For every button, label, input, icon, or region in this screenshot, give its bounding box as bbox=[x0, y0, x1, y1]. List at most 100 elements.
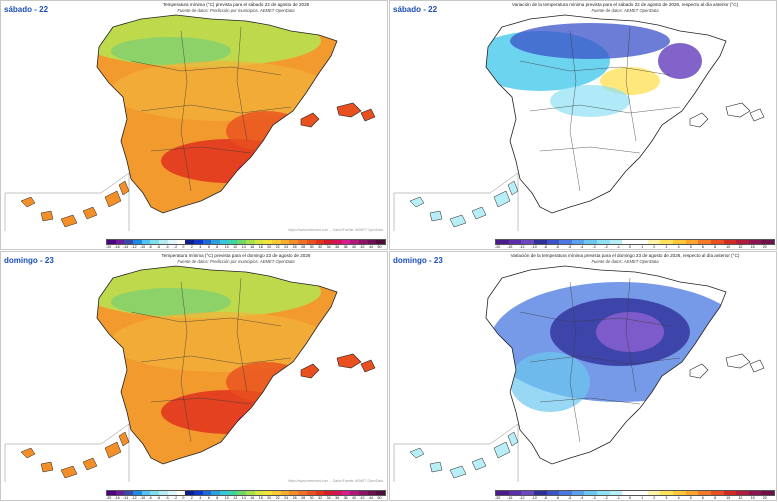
legend-swatch bbox=[584, 240, 598, 244]
legend-tick-label: 44 bbox=[369, 496, 374, 500]
legend-tick-label: 34 bbox=[326, 245, 331, 249]
legend-swatch bbox=[341, 240, 351, 244]
province-border bbox=[236, 26, 248, 142]
balearic-island bbox=[300, 363, 320, 379]
legend-swatch bbox=[272, 491, 281, 495]
balearic-island bbox=[725, 102, 751, 118]
legend-tick-label: -8 bbox=[543, 496, 547, 500]
canary-island bbox=[60, 214, 78, 228]
legend-tick-label: 2 bbox=[653, 496, 656, 500]
legend-tick-label: 1 bbox=[641, 496, 644, 500]
legend-swatch bbox=[761, 240, 775, 244]
cooling-strong bbox=[596, 312, 664, 352]
province-border bbox=[519, 60, 671, 76]
legend-swatch bbox=[228, 240, 238, 244]
legend-swatch bbox=[246, 491, 255, 495]
canary-island bbox=[40, 210, 54, 222]
legend-swatch bbox=[660, 491, 673, 495]
canary-island bbox=[471, 457, 487, 471]
legend-tick-label: 8 bbox=[216, 245, 219, 249]
legend-swatch bbox=[546, 491, 560, 495]
legend-tick-label: 15 bbox=[750, 245, 755, 249]
legend-tick-label: 6 bbox=[701, 245, 704, 249]
canary-island bbox=[104, 190, 122, 208]
legend-tick-label: 4 bbox=[677, 496, 680, 500]
canary-island bbox=[82, 457, 98, 471]
legend-swatch bbox=[647, 491, 661, 495]
legend-tick-label: 10 bbox=[726, 496, 731, 500]
province-border bbox=[529, 355, 681, 365]
legend-tick-label: -3 bbox=[592, 245, 596, 249]
legend-tick-label: 3 bbox=[665, 245, 668, 249]
canary-inset-frame bbox=[4, 423, 130, 482]
legend-tick-label: -15 bbox=[507, 496, 513, 500]
legend-swatch bbox=[193, 240, 203, 244]
coastline bbox=[485, 14, 727, 214]
legend-swatch bbox=[736, 491, 749, 495]
legend-swatch bbox=[609, 240, 623, 244]
legend-tick-label: 6 bbox=[207, 496, 210, 500]
credit-text: https://www.meteored.com ... Datos/Fuent… bbox=[288, 228, 383, 232]
balearic-island bbox=[336, 353, 362, 369]
legend-swatch bbox=[150, 491, 160, 495]
mild-interior bbox=[111, 61, 331, 121]
legend-tick-label: 30 bbox=[309, 245, 314, 249]
legend-tick-label: 50 bbox=[377, 496, 382, 500]
warming-ebro bbox=[600, 67, 660, 95]
legend-swatch bbox=[115, 240, 125, 244]
legend-swatch bbox=[133, 491, 142, 495]
canary-island bbox=[429, 210, 443, 222]
canary-island bbox=[20, 447, 36, 459]
legend-tick-label: 26 bbox=[292, 245, 297, 249]
legend-swatch bbox=[761, 491, 775, 495]
legend-swatch bbox=[496, 491, 509, 495]
hot-spot bbox=[237, 163, 265, 179]
day-label: domingo - 23 bbox=[393, 256, 443, 265]
canary-island bbox=[507, 431, 519, 447]
legend-tick-label: 12 bbox=[233, 245, 238, 249]
legend-swatch bbox=[176, 240, 186, 244]
legend-swatch bbox=[263, 491, 273, 495]
legend-tick-label: 26 bbox=[292, 496, 297, 500]
map-diff-sunday bbox=[393, 265, 765, 482]
legend-swatch bbox=[358, 240, 368, 244]
legend-tick-label: -6 bbox=[555, 496, 560, 500]
legend-tick-label: -20 bbox=[106, 245, 112, 249]
day-label: sábado - 22 bbox=[393, 5, 438, 14]
legend-swatch bbox=[315, 491, 325, 495]
legend-tick-label: 2 bbox=[190, 496, 193, 500]
legend-swatch bbox=[107, 240, 116, 244]
canary-island bbox=[60, 465, 78, 479]
canary-island bbox=[118, 431, 130, 447]
canary-island bbox=[507, 180, 519, 196]
legend-tick-label: -12 bbox=[519, 245, 525, 249]
province-border bbox=[529, 104, 681, 114]
province-border bbox=[130, 311, 282, 327]
province-border bbox=[150, 397, 252, 405]
canary-inset-frame bbox=[393, 423, 519, 482]
province-border bbox=[625, 277, 637, 393]
legend-swatch bbox=[533, 240, 547, 244]
legend-tick-label: 12 bbox=[738, 245, 743, 249]
legend-tick-label: -8 bbox=[543, 245, 547, 249]
legend-tick-label: -20 bbox=[495, 496, 501, 500]
legend-swatch bbox=[150, 240, 160, 244]
legend-swatch bbox=[508, 491, 522, 495]
coastline bbox=[96, 14, 338, 214]
canary-island bbox=[20, 196, 36, 208]
legend-swatch bbox=[350, 491, 359, 495]
map-temp-sunday bbox=[4, 265, 376, 482]
legend-tick-label: -14 bbox=[122, 245, 129, 249]
province-border bbox=[539, 397, 641, 405]
panel-subtitle: Fuente de datos: Predicción por municipi… bbox=[177, 8, 295, 13]
legend-tick-label: 50 bbox=[377, 245, 382, 249]
legend-tick-label: -20 bbox=[106, 496, 112, 500]
cool-north-core bbox=[111, 37, 231, 65]
legend-swatch bbox=[202, 491, 212, 495]
legend-ticks: -20 -15 -12 -10 -8 -6 -5 -4 -3 -2 -1 0 1 2 3 4 5 6 8 10 12 15… bbox=[495, 496, 775, 500]
panel-title: Variación de la temperatura mínima previ… bbox=[511, 2, 739, 7]
legend-tick-label: 34 bbox=[326, 496, 331, 500]
legend-tick-label: 5 bbox=[689, 245, 692, 249]
legend-swatch bbox=[660, 240, 673, 244]
legend-swatch bbox=[672, 240, 686, 244]
